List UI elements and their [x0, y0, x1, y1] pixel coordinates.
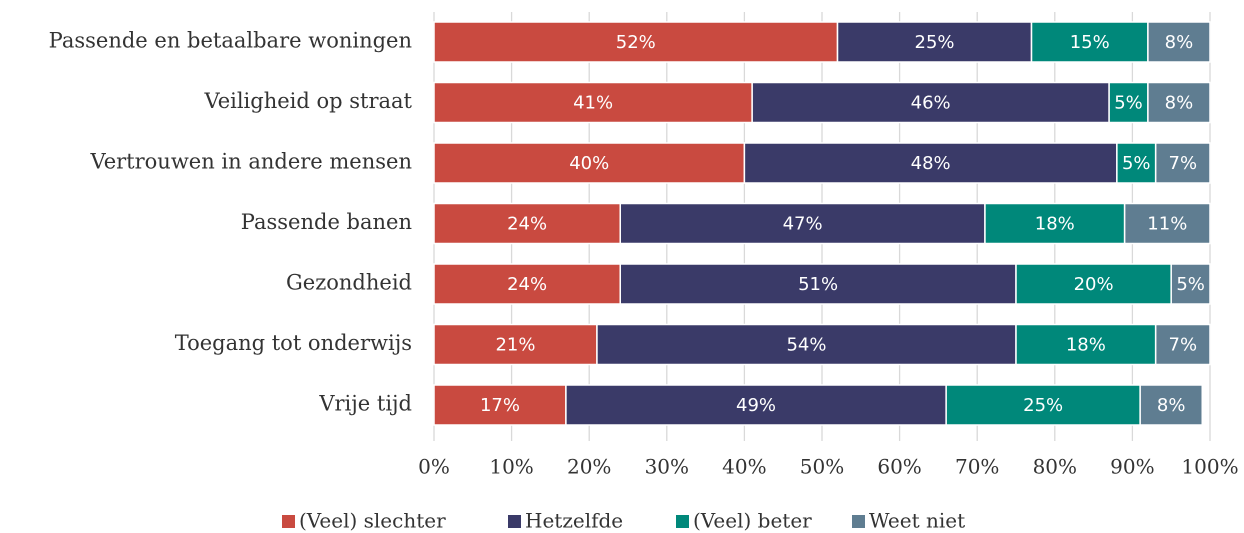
x-tick-label: 60%: [877, 455, 921, 479]
data-label: 17%: [480, 395, 520, 416]
data-label: 25%: [1023, 395, 1063, 416]
legend-swatch: [676, 515, 689, 528]
category-label: Passende en betaalbare woningen: [49, 29, 412, 53]
bar-segment: [596, 323, 1017, 366]
data-label: 11%: [1147, 214, 1187, 235]
data-label: 52%: [616, 32, 656, 53]
bar-segment: [433, 142, 746, 184]
bar-segment: [1170, 263, 1211, 305]
bar-segment: [1154, 142, 1211, 184]
data-label: 18%: [1066, 335, 1106, 356]
data-label: 7%: [1169, 153, 1198, 174]
bar-segment: [1108, 81, 1149, 124]
bar-segment: [984, 202, 1126, 245]
category-label: Vrije tijd: [318, 392, 412, 416]
legend-label: (Veel) beter: [693, 509, 812, 533]
x-tick-label: 10%: [489, 455, 533, 479]
bar-segment: [433, 202, 621, 245]
bar-segment: [743, 142, 1118, 184]
bar-segment: [1123, 202, 1211, 245]
data-label: 51%: [798, 274, 838, 295]
bar-segment: [836, 21, 1033, 63]
bar-segment: [1147, 21, 1211, 63]
bar-segment: [1015, 263, 1172, 305]
bar-segment: [619, 202, 986, 245]
legend-label: Hetzelfde: [525, 509, 623, 533]
bar-segment: [433, 263, 621, 305]
bar-segment: [433, 21, 839, 63]
bar-segment: [945, 384, 1141, 426]
category-label: Passende banen: [241, 210, 412, 234]
data-label: 47%: [783, 214, 823, 235]
data-label: 7%: [1169, 335, 1198, 356]
x-tick-label: 20%: [567, 455, 611, 479]
data-label: 5%: [1122, 153, 1151, 174]
data-label: 49%: [736, 395, 776, 416]
data-label: 8%: [1165, 32, 1194, 53]
bar-segment: [433, 81, 753, 124]
data-label: 48%: [911, 153, 951, 174]
data-label: 18%: [1035, 214, 1075, 235]
category-label: Gezondheid: [286, 271, 412, 295]
bar-segment: [751, 81, 1110, 124]
legend-label: Weet niet: [869, 509, 965, 533]
x-tick-label: 50%: [800, 455, 844, 479]
bar-segment: [1154, 323, 1211, 366]
x-tick-label: 0%: [418, 455, 450, 479]
bar-segment: [1116, 142, 1157, 184]
data-label: 15%: [1070, 32, 1110, 53]
data-label: 46%: [911, 93, 951, 114]
data-label: 20%: [1074, 274, 1114, 295]
x-tick-label: 100%: [1181, 455, 1238, 479]
legend-swatch: [852, 515, 865, 528]
x-tick-label: 90%: [1110, 455, 1154, 479]
data-label: 40%: [569, 153, 609, 174]
bar-segment: [1147, 81, 1211, 124]
category-label: Vertrouwen in andere mensen: [89, 150, 412, 174]
data-label: 5%: [1176, 274, 1205, 295]
legend-swatch: [508, 515, 521, 528]
bar-segment: [1015, 323, 1157, 366]
bar-segment: [433, 384, 567, 426]
bar-segment: [433, 323, 598, 366]
data-label: 25%: [915, 32, 955, 53]
x-tick-label: 30%: [645, 455, 689, 479]
category-label: Veiligheid op straat: [203, 89, 412, 113]
bar-segment: [619, 263, 1017, 305]
data-label: 41%: [573, 93, 613, 114]
bar-segment: [1139, 384, 1203, 426]
data-label: 21%: [495, 335, 535, 356]
data-label: 8%: [1157, 395, 1186, 416]
data-label: 24%: [507, 274, 547, 295]
legend-swatch: [282, 515, 295, 528]
data-label: 8%: [1165, 93, 1194, 114]
bar-segment: [565, 384, 947, 426]
legend-label: (Veel) slechter: [299, 509, 446, 533]
data-label: 54%: [786, 335, 826, 356]
category-label: Toegang tot onderwijs: [175, 331, 412, 355]
x-tick-label: 80%: [1033, 455, 1077, 479]
x-tick-label: 70%: [955, 455, 999, 479]
x-tick-label: 40%: [722, 455, 766, 479]
data-label: 24%: [507, 214, 547, 235]
data-label: 5%: [1114, 93, 1143, 114]
